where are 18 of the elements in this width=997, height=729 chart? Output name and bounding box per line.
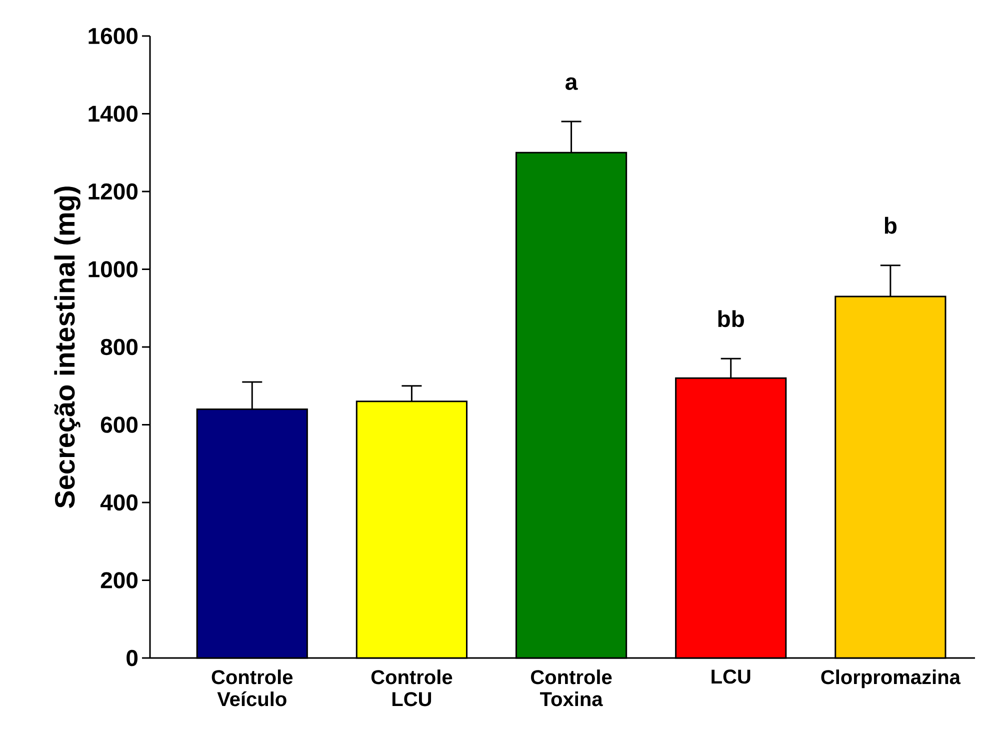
y-tick-label: 1000	[88, 261, 138, 278]
y-tick-label: 1200	[88, 183, 138, 200]
x-tick-label: Controle Toxina	[530, 670, 612, 706]
x-tick-label: Controle LCU	[371, 670, 452, 706]
annotation: b	[884, 216, 897, 234]
y-tick-label: 600	[100, 416, 138, 433]
y-tick-label: 0	[126, 650, 138, 666]
y-tick-label: 1400	[88, 106, 138, 122]
y-tick-label: 400	[100, 494, 138, 511]
x-tick-label: Controle Veículo	[212, 670, 293, 706]
y-tick-label: 800	[100, 338, 138, 356]
x-tick-label: Clorpromazina	[821, 670, 961, 688]
y-tick-label: 1600	[88, 28, 138, 44]
y-axis-title: Secreção intestinal (mg)	[54, 186, 80, 508]
y-tick-label: 200	[100, 572, 138, 588]
annotation: bb	[718, 310, 744, 328]
annotation: a	[566, 77, 578, 90]
x-tick-label: LCU	[712, 670, 750, 684]
